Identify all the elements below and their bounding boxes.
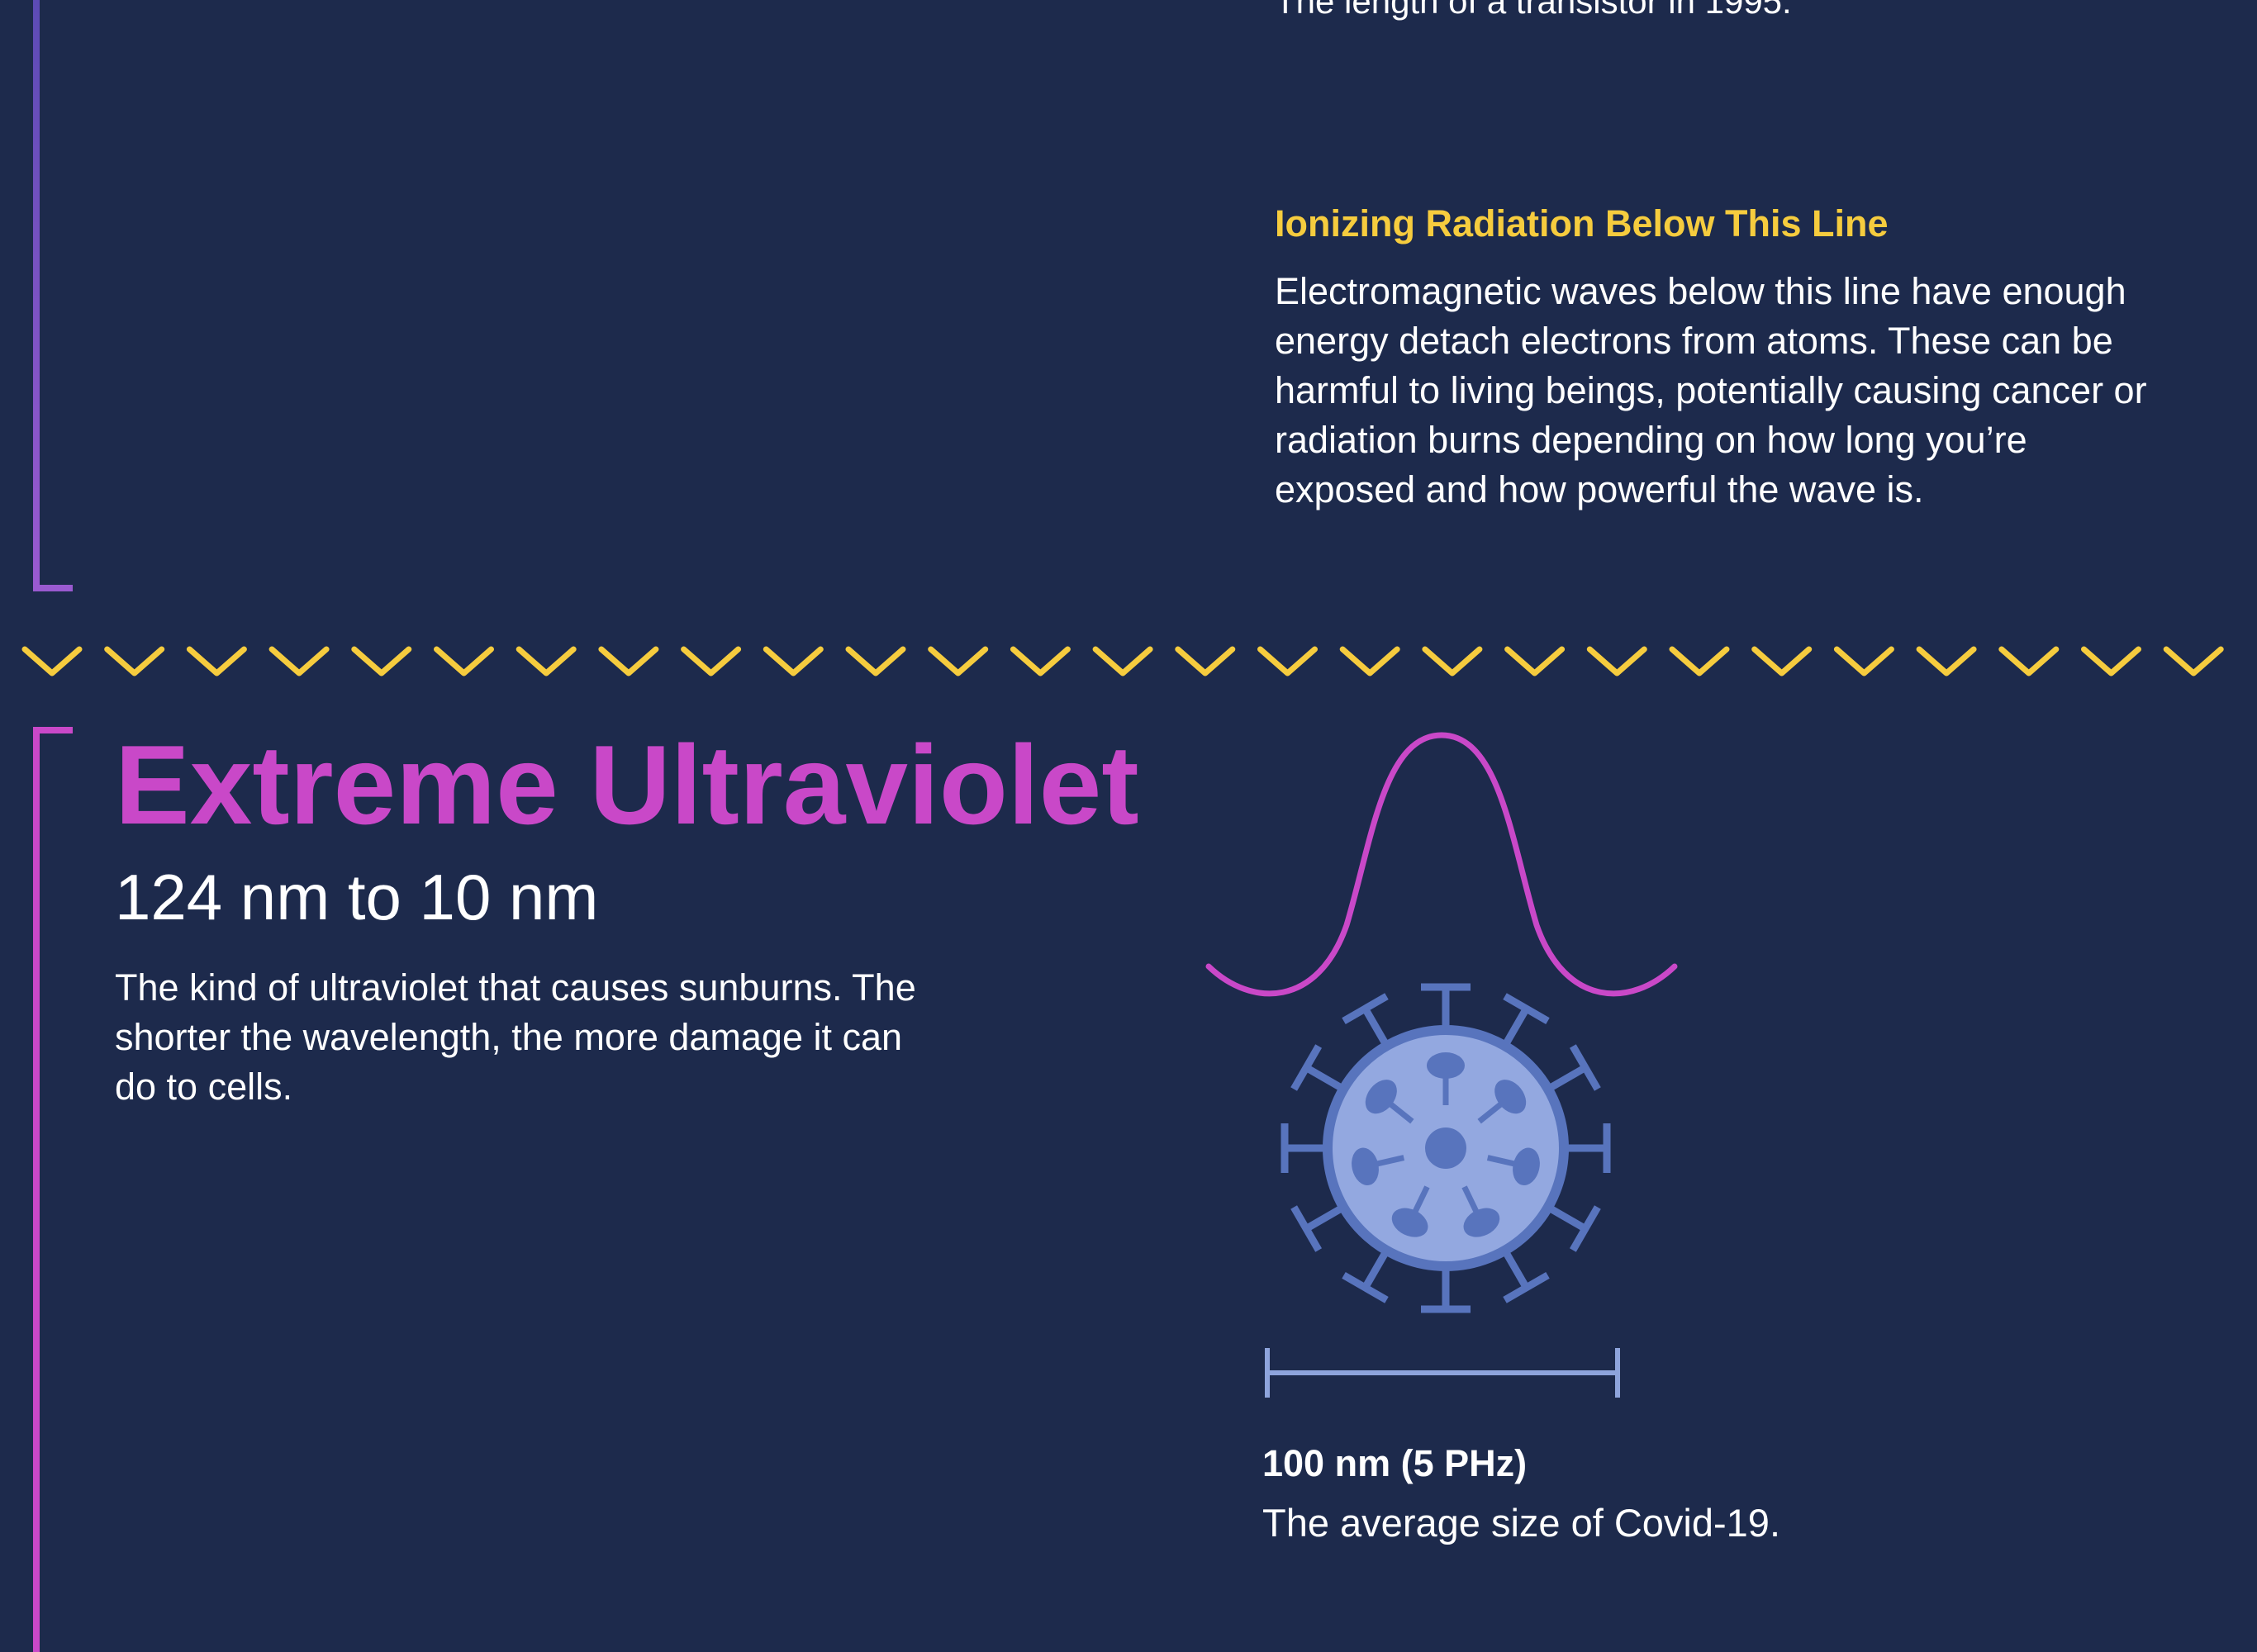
chevron-down-icon <box>186 646 247 676</box>
wave-pulse-icon <box>1205 732 1678 997</box>
ionizing-body: Electromagnetic waves below this line ha… <box>1275 270 2147 510</box>
chevron-down-icon <box>681 646 742 676</box>
chevron-down-icon <box>1339 646 1400 676</box>
chevron-down-icon <box>1010 646 1071 676</box>
chevron-down-icon <box>1916 646 1977 676</box>
chevron-down-icon <box>351 646 412 676</box>
wavelength-range: 124 nm to 10 nm <box>115 861 599 933</box>
chevron-down-icon <box>845 646 906 676</box>
chevron-down-icon <box>104 646 165 676</box>
chevron-down-icon <box>2081 646 2141 676</box>
section-title: Extreme Ultraviolet <box>115 722 1139 847</box>
chevron-down-icon <box>268 646 330 676</box>
previous-caption: The length of a transistor in 1995. <box>1275 0 1792 21</box>
chevron-down-icon <box>1669 646 1730 676</box>
chevron-down-icon <box>1092 646 1153 676</box>
virus-icon <box>1281 983 1611 1313</box>
ionizing-heading: Ionizing Radiation Below This Line <box>1275 202 1889 244</box>
chevron-down-icon <box>1422 646 1483 676</box>
ionizing-divider <box>21 646 2224 676</box>
chevron-down-icon <box>1586 646 1647 676</box>
previous-section-bracket <box>33 0 73 591</box>
chevron-down-icon <box>1998 646 2060 676</box>
scale-bar-icon <box>1265 1348 1620 1398</box>
chevron-down-icon <box>1504 646 1566 676</box>
scale-label: 100 nm (5 PHz) <box>1262 1442 1528 1484</box>
chevron-down-icon <box>2163 646 2224 676</box>
chevron-down-icon <box>1175 646 1236 676</box>
chevron-down-icon <box>763 646 824 676</box>
chevron-down-icon <box>1751 646 1813 676</box>
chevron-down-icon <box>598 646 659 676</box>
chevron-down-icon <box>516 646 577 676</box>
section-bracket <box>33 727 73 1652</box>
chevron-down-icon <box>1833 646 1894 676</box>
scale-description: The average size of Covid-19. <box>1262 1501 1780 1545</box>
chevron-down-icon <box>1257 646 1318 676</box>
chevron-down-icon <box>928 646 989 676</box>
section-description: The kind of ultraviolet that causes sunb… <box>115 966 916 1108</box>
chevron-down-icon <box>21 646 83 676</box>
chevron-down-icon <box>434 646 494 676</box>
